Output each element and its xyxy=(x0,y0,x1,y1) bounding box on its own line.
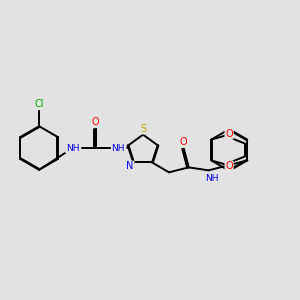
Text: O: O xyxy=(92,117,99,127)
Text: Cl: Cl xyxy=(34,99,44,110)
Text: NH: NH xyxy=(205,174,218,183)
Text: N: N xyxy=(126,161,134,171)
Text: O: O xyxy=(180,136,188,147)
Text: O: O xyxy=(225,129,233,139)
Text: O: O xyxy=(225,161,233,171)
Text: S: S xyxy=(140,124,146,134)
Text: NH: NH xyxy=(112,143,125,152)
Text: NH: NH xyxy=(66,143,80,152)
